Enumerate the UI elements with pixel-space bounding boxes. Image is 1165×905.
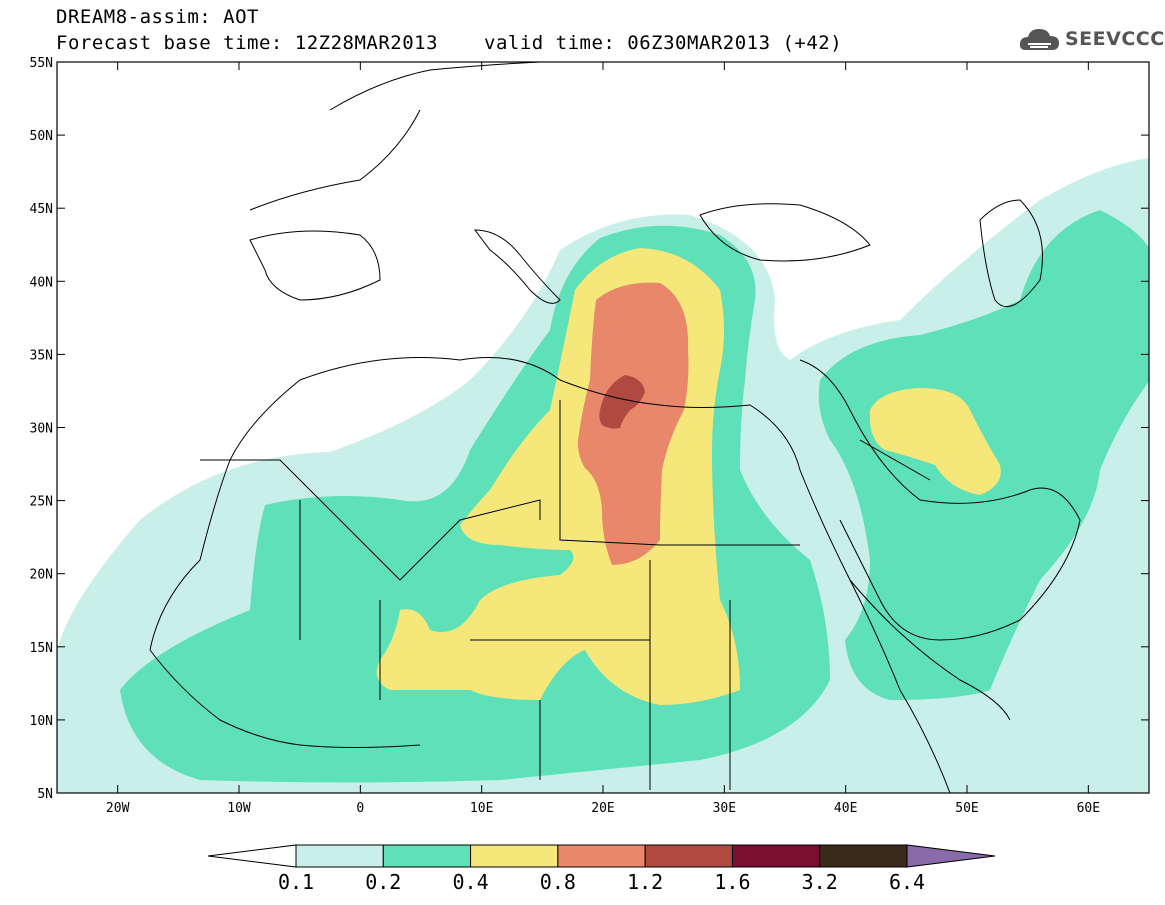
lat-tick-group: 5N 10N 15N 20N 25N 30N 35N 40N 45N 50N 55N — [30, 56, 1149, 802]
seevccc-logo: SEEVCCC — [1018, 22, 1165, 56]
border-lines — [200, 400, 931, 790]
lat-tick-label: 5N — [37, 787, 53, 802]
lon-tick-group: 20W 10W 0 10E 20E 30E 40E 50E 60E — [106, 62, 1100, 816]
lon-tick-label: 50E — [955, 801, 978, 816]
aot-band-0.8 — [577, 282, 689, 565]
lon-tick-label: 10W — [227, 801, 251, 816]
europe-north-coast — [249, 62, 541, 211]
legend-label: 0.2 — [365, 870, 401, 894]
lat-tick-label: 25N — [30, 495, 53, 510]
lat-tick-label: 50N — [30, 129, 53, 144]
legend-swatch — [382, 844, 472, 868]
lon-tick-label: 60E — [1077, 801, 1100, 816]
horn-africa-coast — [849, 579, 1011, 721]
legend-label: 1.6 — [714, 870, 750, 894]
iberia-coast — [249, 230, 381, 301]
lat-tick-label: 30N — [30, 422, 53, 437]
legend-max-arrow — [906, 844, 996, 868]
valid-time: valid time: 06Z30MAR2013 (+42) — [484, 32, 843, 54]
lon-tick-label: 30E — [713, 801, 736, 816]
africa-coast — [149, 357, 951, 793]
aot-band-0.4-gulf — [869, 388, 1001, 495]
lon-tick-label: 40E — [834, 801, 857, 816]
cloud-icon — [1019, 29, 1059, 50]
legend-label: 0.1 — [278, 870, 314, 894]
lat-tick-label: 40N — [30, 275, 53, 290]
lat-tick-label: 45N — [30, 202, 53, 217]
africa-south-coast — [149, 649, 421, 748]
color-legend: 0.1 0.2 0.4 0.8 1.2 1.6 3.2 6.4 — [207, 844, 996, 894]
legend-swatch — [295, 844, 384, 868]
lat-tick-label: 10N — [30, 714, 53, 729]
map-title: DREAM8-assim: AOT — [56, 6, 259, 28]
aot-contours — [57, 158, 1149, 793]
logo-text: SEEVCCC — [1065, 28, 1165, 50]
legend-swatch — [731, 844, 821, 868]
legend-label: 0.4 — [453, 870, 489, 894]
legend-swatch — [819, 844, 908, 868]
black-sea-coast — [699, 203, 871, 262]
caspian-coast — [979, 199, 1043, 308]
legend-label: 6.4 — [889, 870, 925, 894]
legend-label: 3.2 — [802, 870, 838, 894]
aot-band-1.2 — [599, 375, 645, 429]
legend-min-arrow — [207, 844, 297, 868]
lon-tick-label: 0 — [356, 801, 364, 816]
coastlines — [149, 62, 1081, 793]
legend-label: 0.8 — [540, 870, 576, 894]
legend-label: 1.2 — [627, 870, 663, 894]
lon-tick-label: 20E — [591, 801, 614, 816]
lat-tick-label: 55N — [30, 56, 53, 71]
legend-swatch — [557, 844, 646, 868]
lat-tick-label: 15N — [30, 641, 53, 656]
forecast-base-time: Forecast base time: 12Z28MAR2013 — [56, 32, 439, 54]
lat-tick-label: 35N — [30, 348, 53, 363]
arabia-coast — [799, 359, 1081, 641]
lat-tick-label: 20N — [30, 568, 53, 583]
lon-tick-label: 10E — [470, 801, 493, 816]
legend-swatch — [470, 844, 559, 868]
lon-tick-label: 20W — [106, 801, 130, 816]
italy-coast — [473, 229, 561, 304]
legend-swatch — [644, 844, 733, 868]
